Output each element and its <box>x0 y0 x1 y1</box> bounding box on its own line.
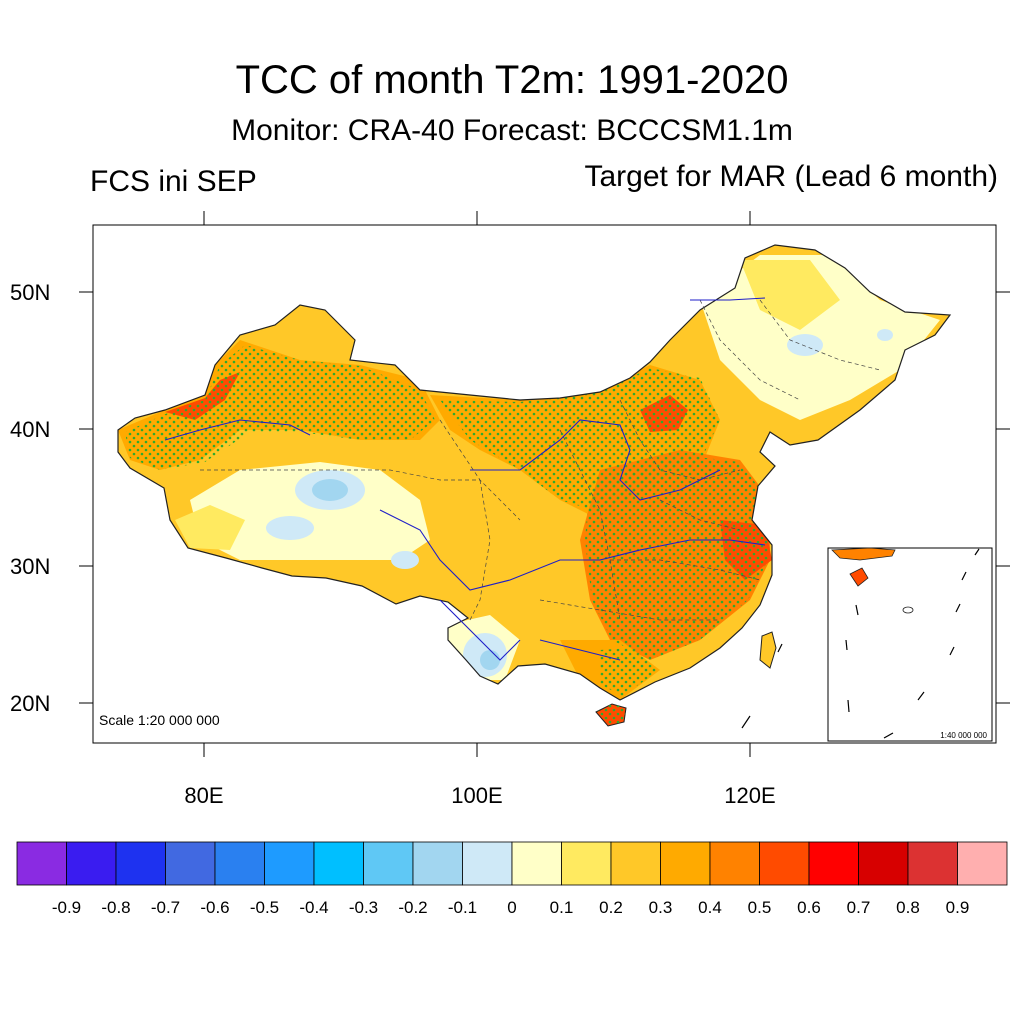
lat-label-30n: 30N <box>10 554 50 579</box>
south-china-sea-inset <box>741 547 993 742</box>
colorbar-label-1: -0.8 <box>101 898 130 917</box>
colorbar-box-9 <box>462 841 513 886</box>
lat-label-50n: 50N <box>10 280 50 305</box>
colorbar-box-11 <box>561 841 612 886</box>
colorbar-label-11: 0.2 <box>599 898 623 917</box>
colorbar-label-7: -0.2 <box>398 898 427 917</box>
yellow-river <box>470 419 721 501</box>
colorbar-box-1 <box>66 841 117 886</box>
tarim-river <box>164 419 311 441</box>
contour-negative-northeast <box>787 334 823 356</box>
contour-negative-northeast-2 <box>877 329 893 341</box>
yangtze-river <box>379 509 766 591</box>
contour-mid-tibet <box>175 505 245 550</box>
colorbar-label-6: -0.3 <box>349 898 378 917</box>
colorbar-label-12: 0.3 <box>649 898 673 917</box>
colorbar-box-18 <box>907 841 958 886</box>
map-title: TCC of month T2m: 1991-2020 <box>235 58 789 102</box>
colorbar-label-4: -0.5 <box>250 898 279 917</box>
colorbar-box-4 <box>214 841 265 886</box>
colorbar-label-14: 0.5 <box>748 898 772 917</box>
lat-label-40n: 40N <box>10 417 50 442</box>
scale-inset-label: 1:40 000 000 <box>940 731 987 740</box>
colorbar-box-6 <box>313 841 364 886</box>
contour-negative-tibet-core <box>312 479 348 501</box>
target-label: Target for MAR (Lead 6 month) <box>584 160 998 193</box>
colorbar-label-18: 0.9 <box>946 898 970 917</box>
map-subtitle: Monitor: CRA-40 Forecast: BCCCSM1.1m <box>231 114 793 147</box>
colorbar-label-0: -0.9 <box>52 898 81 917</box>
pearl-river <box>539 639 621 661</box>
inset-coast <box>831 547 896 561</box>
heilong-river <box>690 297 766 301</box>
colorbar-box-3 <box>165 841 216 886</box>
colorbar-box-17 <box>858 841 909 886</box>
colorbar-box-16 <box>808 841 859 886</box>
colorbar-box-12 <box>610 841 661 886</box>
colorbar-box-8 <box>412 841 463 886</box>
colorbar-box-13 <box>660 841 711 886</box>
scale-main-label: Scale 1:20 000 000 <box>99 712 220 728</box>
colorbar-label-8: -0.1 <box>448 898 477 917</box>
southwest-river <box>439 599 521 661</box>
lon-label-120e: 120E <box>724 783 775 808</box>
colorbar: -0.9 -0.8 -0.7 -0.6 -0.5 -0.4 -0.3 -0.2 -0.1 0 0.1… <box>16 841 1008 917</box>
inset-hainan <box>849 567 869 587</box>
nine-dash-line <box>741 548 980 739</box>
province-boundaries <box>200 299 881 621</box>
colorbar-label-9: 0 <box>507 898 516 917</box>
colorbar-label-13: 0.4 <box>698 898 722 917</box>
colorbar-box-7 <box>363 841 414 886</box>
lat-label-20n: 20N <box>10 691 50 716</box>
stipple-east <box>585 455 768 660</box>
colorbar-box-10 <box>511 841 562 886</box>
colorbar-box-19 <box>957 841 1008 886</box>
colorbar-box-0 <box>16 841 67 886</box>
colorbar-label-10: 0.1 <box>550 898 574 917</box>
china-map <box>118 245 950 700</box>
colorbar-box-14 <box>709 841 760 886</box>
contour-negative-yunnan-core <box>480 650 500 670</box>
contour-low-tibet <box>190 462 430 560</box>
colorbar-box-2 <box>115 841 166 886</box>
colorbar-label-5: -0.4 <box>299 898 328 917</box>
colorbar-box-15 <box>759 841 810 886</box>
colorbar-label-16: 0.7 <box>847 898 871 917</box>
stipple-south <box>600 648 660 696</box>
colorbar-box-5 <box>264 841 315 886</box>
colorbar-label-3: -0.6 <box>200 898 229 917</box>
taiwan-island <box>759 631 777 669</box>
init-label: FCS ini SEP <box>90 165 257 198</box>
lon-label-80e: 80E <box>184 783 223 808</box>
contour-negative-tibet-2 <box>266 516 314 540</box>
rivers <box>164 297 766 661</box>
colorbar-label-2: -0.7 <box>151 898 180 917</box>
colorbar-label-17: 0.8 <box>896 898 920 917</box>
contour-mid-northeast <box>740 260 840 330</box>
frame-ticks <box>79 211 1010 757</box>
contour-negative-tibet-3 <box>391 551 419 569</box>
lon-label-100e: 100E <box>451 783 502 808</box>
colorbar-label-15: 0.6 <box>797 898 821 917</box>
stipple-xinjiang <box>125 345 435 470</box>
